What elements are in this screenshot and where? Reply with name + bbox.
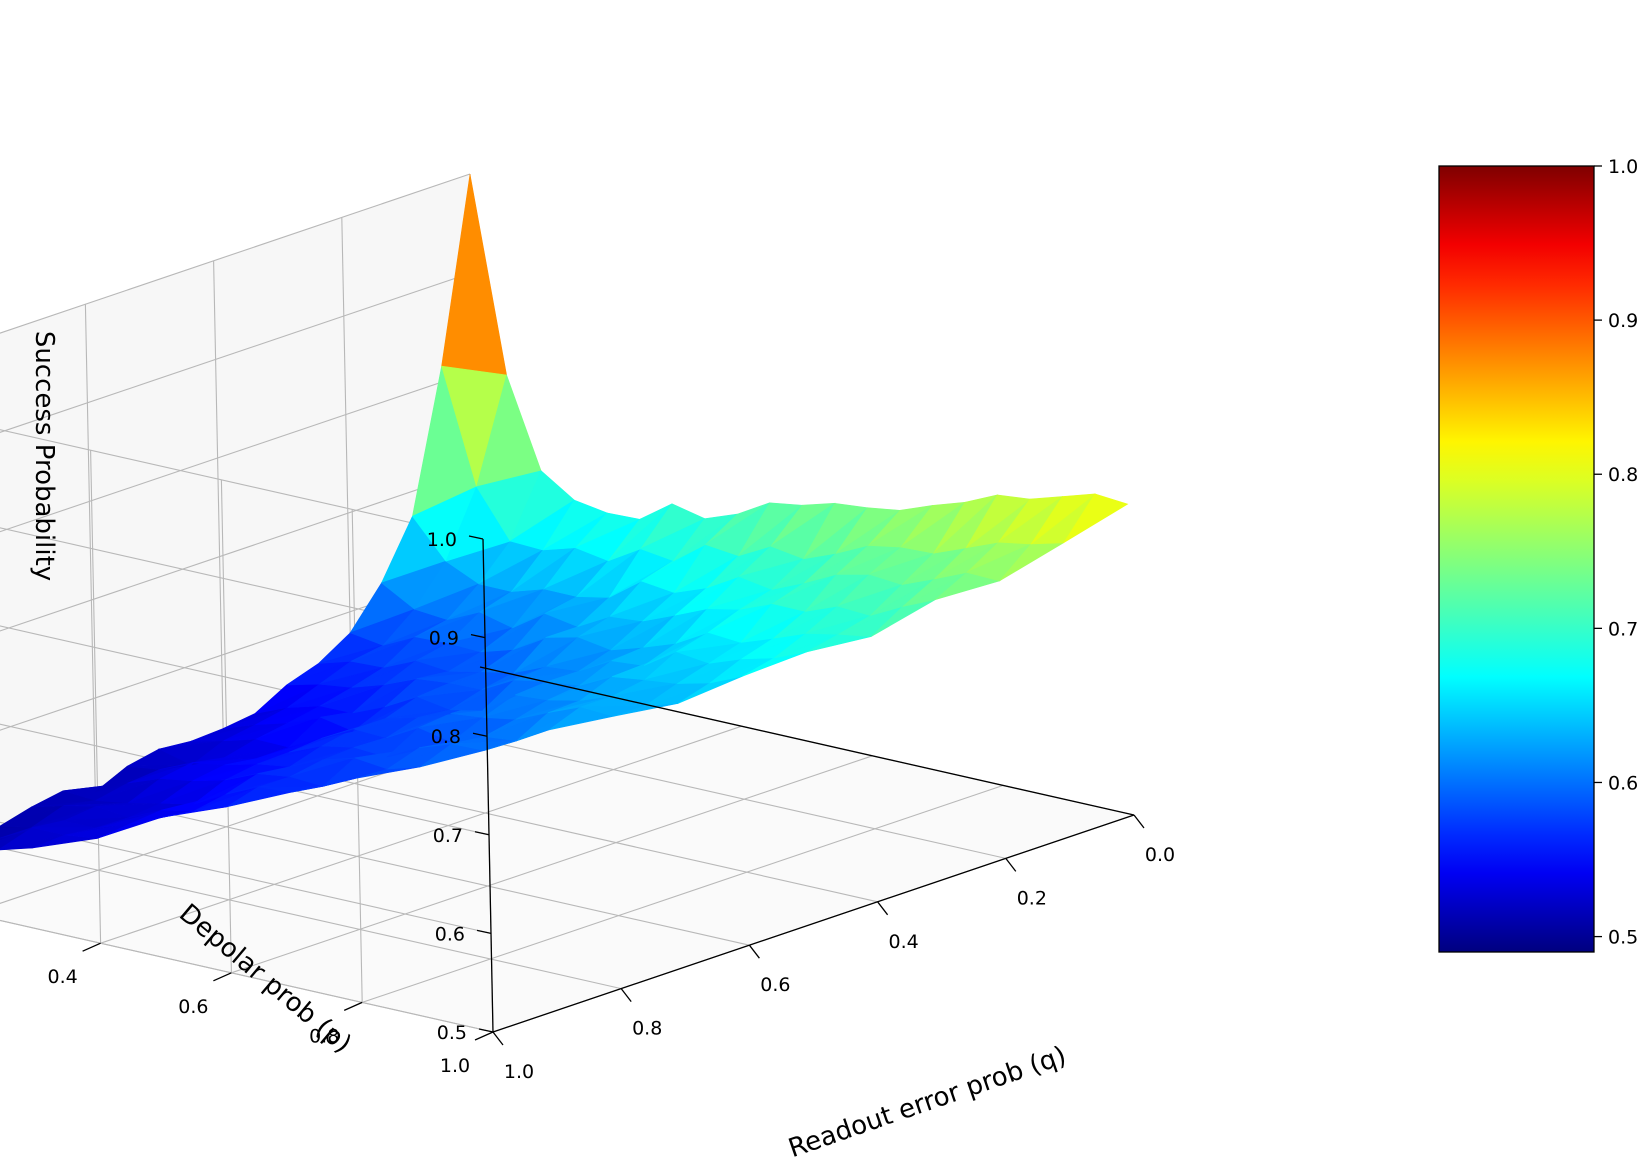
axis-lines bbox=[479, 538, 1135, 1033]
colorbar: 0.5 0.6 0.7 0.8 0.9 1.0 bbox=[1438, 156, 1638, 953]
y-axis-line bbox=[479, 666, 1135, 816]
x-tick-label: 0.0 bbox=[1145, 844, 1175, 866]
x-tick-label: 0.2 bbox=[1017, 887, 1047, 909]
grid-line bbox=[95, 796, 750, 946]
z-tick-mark bbox=[472, 732, 488, 737]
grid-line bbox=[100, 725, 742, 944]
colorbar-tick-label: 0.5 bbox=[1608, 927, 1638, 949]
grid-line bbox=[0, 173, 471, 334]
x-tick-mark bbox=[877, 901, 889, 916]
y-tick-mark bbox=[82, 942, 101, 952]
x-axis-label: Readout error prob (q) bbox=[785, 1041, 1070, 1164]
colorbar-tick-label: 1.0 bbox=[1608, 156, 1638, 178]
z-tick-mark bbox=[476, 929, 492, 935]
x-tick-mark bbox=[492, 1031, 504, 1046]
z-axis-line bbox=[482, 538, 494, 1033]
grid-line bbox=[220, 479, 232, 973]
colorbar-tick-label: 0.9 bbox=[1608, 310, 1638, 332]
x-tick-mark bbox=[748, 944, 760, 959]
grid-line bbox=[0, 847, 622, 990]
z-tick-label: 0.8 bbox=[431, 726, 461, 748]
y-tick-mark bbox=[474, 1031, 494, 1041]
colorbar-ticks: 0.5 0.6 0.7 0.8 0.9 1.0 bbox=[1594, 156, 1638, 949]
grid-line bbox=[0, 429, 484, 540]
z-tick-mark bbox=[474, 831, 490, 836]
x-tick-label: 0.6 bbox=[760, 974, 790, 996]
z-tick-label: 0.9 bbox=[429, 628, 459, 650]
y-tick-label: 1.0 bbox=[440, 1055, 470, 1077]
surface-facet bbox=[1063, 493, 1129, 544]
tick-labels: 0.00.20.40.60.81.00.00.20.40.60.81.00.50… bbox=[47, 529, 1175, 1083]
x-tick-label: 1.0 bbox=[504, 1061, 534, 1083]
grid-line bbox=[0, 370, 475, 533]
x-tick-mark bbox=[1133, 814, 1145, 829]
colorbar-gradient bbox=[1438, 165, 1595, 953]
z-tick-mark bbox=[470, 633, 486, 639]
grid-line bbox=[0, 821, 492, 934]
y-tick-mark bbox=[213, 972, 232, 982]
grid-line bbox=[0, 919, 494, 1033]
surface-facet bbox=[965, 494, 1031, 549]
x-tick-mark bbox=[1005, 858, 1017, 872]
z-tick-label: 1.0 bbox=[427, 529, 457, 551]
surface-facet bbox=[1030, 493, 1096, 545]
grid-line bbox=[90, 450, 102, 944]
grid-line bbox=[0, 469, 477, 632]
grid-line bbox=[213, 260, 225, 754]
x-tick-label: 0.8 bbox=[632, 1018, 662, 1040]
y-tick-label: 0.4 bbox=[47, 966, 77, 988]
z-tick-mark bbox=[468, 535, 484, 540]
z-axis-label: Success Probability bbox=[29, 331, 59, 581]
y-tick-label: 0.8 bbox=[309, 1025, 339, 1047]
x-axis-line bbox=[492, 814, 1135, 1033]
y-tick-label: 0.6 bbox=[178, 996, 208, 1018]
z-tick-label: 0.6 bbox=[435, 923, 465, 945]
x-tick-mark bbox=[620, 988, 632, 1002]
colorbar-tick-label: 0.8 bbox=[1608, 464, 1638, 486]
grid-line bbox=[341, 217, 353, 711]
z-tick-label: 0.5 bbox=[437, 1022, 467, 1044]
z-tick-mark bbox=[478, 1028, 494, 1033]
colorbar-tick-label: 0.7 bbox=[1608, 618, 1638, 640]
grid-line bbox=[84, 304, 96, 798]
grid-line bbox=[362, 784, 1004, 1003]
y-tick-mark bbox=[343, 1001, 363, 1011]
x-tick-label: 0.4 bbox=[888, 931, 918, 953]
colorbar-tick-label: 0.6 bbox=[1608, 772, 1638, 794]
z-tick-label: 0.7 bbox=[433, 825, 463, 847]
grid-line bbox=[231, 755, 873, 974]
surface-plot bbox=[0, 173, 1129, 851]
grid-line bbox=[0, 272, 473, 433]
